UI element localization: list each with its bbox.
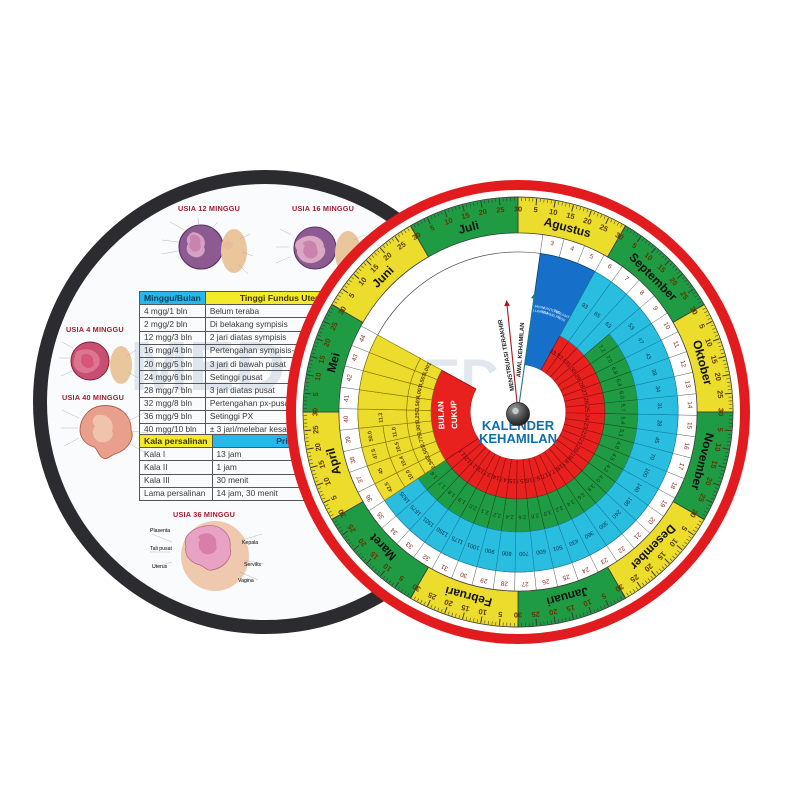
svg-text:15: 15 — [685, 422, 693, 430]
svg-text:30: 30 — [310, 408, 319, 416]
svg-text:24: 24 — [583, 414, 590, 422]
svg-text:800: 800 — [502, 549, 512, 556]
svg-text:2.6: 2.6 — [518, 513, 526, 519]
svg-text:700: 700 — [519, 550, 529, 556]
svg-text:2.4: 2.4 — [506, 513, 514, 520]
svg-text:Vagina: Vagina — [238, 578, 254, 584]
svg-text:Serviks: Serviks — [244, 562, 261, 568]
svg-text:40: 40 — [343, 415, 350, 423]
svg-text:25: 25 — [311, 425, 321, 434]
svg-text:30: 30 — [717, 408, 726, 416]
svg-text:11.3: 11.3 — [378, 412, 384, 422]
svg-text:25: 25 — [531, 609, 540, 619]
svg-text:CUKUP: CUKUP — [449, 400, 459, 429]
svg-text:5.4: 5.4 — [619, 416, 626, 424]
svg-text:45: 45 — [653, 436, 660, 444]
svg-text:25: 25 — [583, 406, 589, 414]
svg-text:6.0: 6.0 — [618, 391, 625, 400]
svg-text:20: 20 — [313, 442, 323, 452]
svg-text:30: 30 — [514, 204, 522, 213]
svg-text:5: 5 — [311, 392, 320, 397]
svg-text:KEHAMILAN: KEHAMILAN — [479, 431, 557, 446]
svg-text:5: 5 — [498, 610, 503, 619]
svg-text:5: 5 — [533, 205, 538, 214]
svg-text:41: 41 — [343, 394, 351, 402]
svg-text:5: 5 — [716, 427, 725, 432]
svg-text:5.7: 5.7 — [619, 404, 625, 412]
svg-text:BULAN: BULAN — [436, 401, 446, 430]
svg-text:27: 27 — [521, 580, 529, 587]
svg-text:25: 25 — [496, 205, 505, 215]
svg-text:2.8: 2.8 — [531, 512, 540, 519]
svg-text:28: 28 — [500, 579, 508, 587]
svg-text:28: 28 — [655, 420, 661, 427]
svg-text:Tali pusat: Tali pusat — [150, 546, 172, 552]
svg-text:31: 31 — [656, 403, 662, 410]
svg-text:20: 20 — [478, 207, 488, 217]
svg-text:Kepala: Kepala — [242, 540, 258, 546]
svg-text:Uterus: Uterus — [152, 564, 168, 570]
svg-text:25: 25 — [715, 390, 725, 399]
svg-text:10: 10 — [313, 372, 323, 382]
svg-text:14: 14 — [686, 401, 693, 409]
svg-text:Plasenta: Plasenta — [150, 528, 170, 534]
svg-text:30: 30 — [514, 611, 522, 620]
